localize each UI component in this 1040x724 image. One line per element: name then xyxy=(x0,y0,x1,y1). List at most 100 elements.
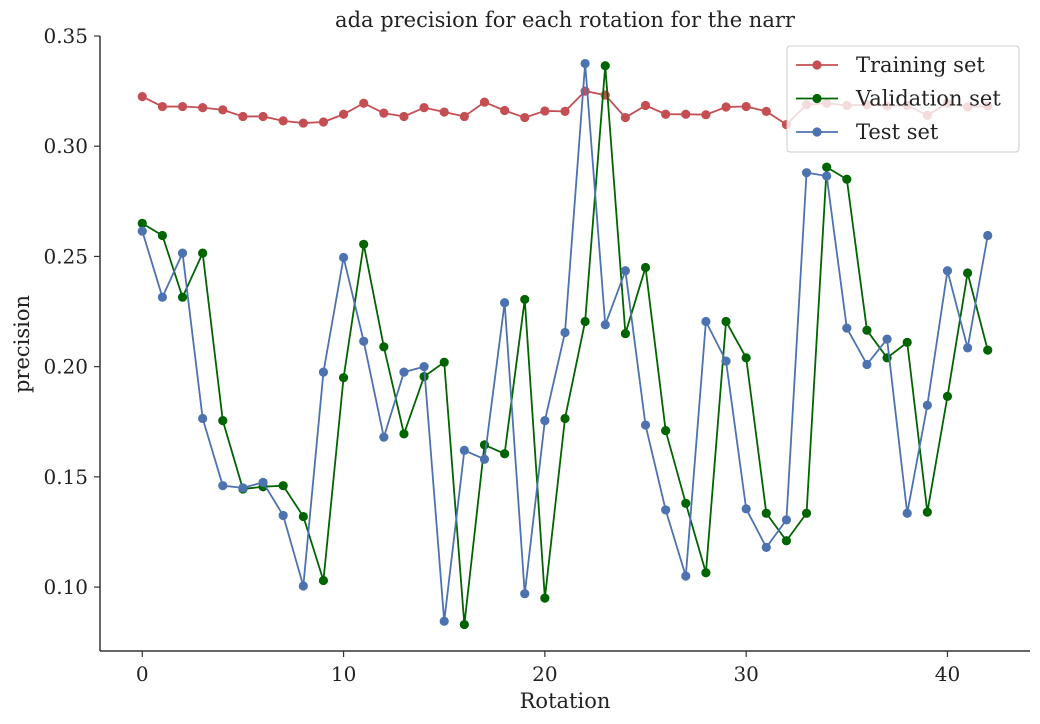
data-point-validation-set xyxy=(721,316,731,327)
data-point-validation-set xyxy=(379,342,389,352)
data-point-test-set xyxy=(479,454,490,464)
data-point-test-set xyxy=(842,323,852,333)
data-point-test-set xyxy=(661,505,671,515)
axes xyxy=(99,36,1030,652)
data-point-test-set xyxy=(822,171,832,181)
data-point-training-set xyxy=(218,105,228,115)
data-point-training-set xyxy=(157,101,168,112)
data-point-test-set xyxy=(580,58,590,69)
data-point-training-set xyxy=(177,101,188,112)
data-point-test-set xyxy=(520,589,530,599)
data-point-test-set xyxy=(198,413,208,424)
data-point-test-set xyxy=(278,510,288,521)
data-point-training-set xyxy=(419,103,429,113)
data-point-test-set xyxy=(258,477,268,487)
x-tick-label: 0 xyxy=(136,662,149,686)
data-point-test-set xyxy=(177,248,188,258)
data-point-test-set xyxy=(942,266,953,276)
ticks: 0 10 20 30 40 0.10 0.15 0.20 0.25 0.30 0.35 xyxy=(43,24,960,686)
data-point-validation-set xyxy=(801,508,812,518)
data-point-training-set xyxy=(721,102,731,112)
data-point-validation-set xyxy=(600,61,610,71)
data-point-test-set xyxy=(439,616,449,626)
x-tick-label: 30 xyxy=(733,662,758,686)
data-point-test-set xyxy=(721,356,731,366)
data-point-test-set xyxy=(600,320,610,330)
data-point-test-set xyxy=(681,571,691,581)
legend-marker-training-set xyxy=(812,60,822,70)
data-point-validation-set xyxy=(741,353,751,363)
data-point-test-set xyxy=(640,420,651,430)
data-point-validation-set xyxy=(137,218,147,228)
legend-box xyxy=(786,45,1020,153)
data-point-validation-set xyxy=(983,345,993,355)
data-point-validation-set xyxy=(459,619,469,630)
data-point-test-set xyxy=(338,252,349,263)
data-point-validation-set xyxy=(661,425,671,436)
y-axis-label: precision xyxy=(10,295,34,393)
data-point-training-set xyxy=(459,111,469,122)
legend-label-test-set: Test set xyxy=(856,120,939,144)
data-point-training-set xyxy=(359,98,369,108)
x-tick-label: 40 xyxy=(935,662,960,686)
data-point-validation-set xyxy=(681,498,691,508)
data-point-test-set xyxy=(137,226,147,236)
data-point-training-set xyxy=(399,111,409,122)
legend-label-training-set: Training set xyxy=(856,53,985,77)
data-point-validation-set xyxy=(761,508,771,518)
y-tick-label: 0.20 xyxy=(43,355,88,379)
data-point-training-set xyxy=(198,103,208,113)
data-point-validation-set xyxy=(560,413,570,424)
data-point-test-set xyxy=(500,298,510,308)
data-point-test-set xyxy=(419,362,429,372)
data-point-training-set xyxy=(681,109,691,119)
data-point-training-set xyxy=(278,116,288,126)
data-point-test-set xyxy=(922,400,932,410)
data-point-validation-set xyxy=(479,440,490,450)
data-point-validation-set xyxy=(218,416,228,426)
data-point-test-set xyxy=(902,508,912,518)
data-point-training-set xyxy=(701,110,711,120)
data-point-training-set xyxy=(500,105,510,116)
y-tick-label: 0.30 xyxy=(43,134,88,158)
data-point-validation-set xyxy=(822,162,832,172)
data-point-test-set xyxy=(962,343,973,353)
data-point-validation-set xyxy=(540,593,550,603)
data-point-validation-set xyxy=(399,429,409,439)
legend: Training set Validation set Test set xyxy=(786,45,1020,153)
data-point-test-set xyxy=(379,432,389,442)
data-point-validation-set xyxy=(338,373,349,383)
data-point-training-set xyxy=(640,100,651,111)
y-tick-label: 0.35 xyxy=(43,24,88,48)
data-point-test-set xyxy=(741,504,751,514)
data-point-validation-set xyxy=(640,262,651,273)
data-point-test-set xyxy=(983,230,993,241)
data-point-test-set xyxy=(761,542,771,552)
data-point-validation-set xyxy=(157,230,168,241)
data-point-training-set xyxy=(620,112,630,123)
data-point-training-set xyxy=(520,112,530,123)
data-point-training-set xyxy=(479,97,490,107)
data-point-validation-set xyxy=(781,536,792,546)
data-point-training-set xyxy=(661,109,671,119)
data-point-validation-set xyxy=(298,511,308,522)
data-point-test-set xyxy=(318,367,329,377)
data-point-validation-set xyxy=(862,325,872,335)
data-point-test-set xyxy=(781,515,792,525)
y-tick-label: 0.15 xyxy=(43,465,88,489)
legend-marker-validation-set xyxy=(812,93,822,104)
x-axis-label: Rotation xyxy=(520,689,611,713)
legend-marker-test-set xyxy=(812,127,822,137)
data-point-training-set xyxy=(741,101,751,112)
data-point-training-set xyxy=(761,106,771,116)
data-point-validation-set xyxy=(962,268,973,278)
data-point-validation-set xyxy=(580,316,590,327)
plot-area xyxy=(137,58,993,630)
data-point-test-set xyxy=(298,581,308,591)
data-point-training-set xyxy=(540,106,550,116)
data-point-training-set xyxy=(137,92,147,102)
data-point-validation-set xyxy=(439,357,449,367)
legend-label-validation-set: Validation set xyxy=(855,87,1001,111)
x-tick-label: 10 xyxy=(331,662,356,686)
